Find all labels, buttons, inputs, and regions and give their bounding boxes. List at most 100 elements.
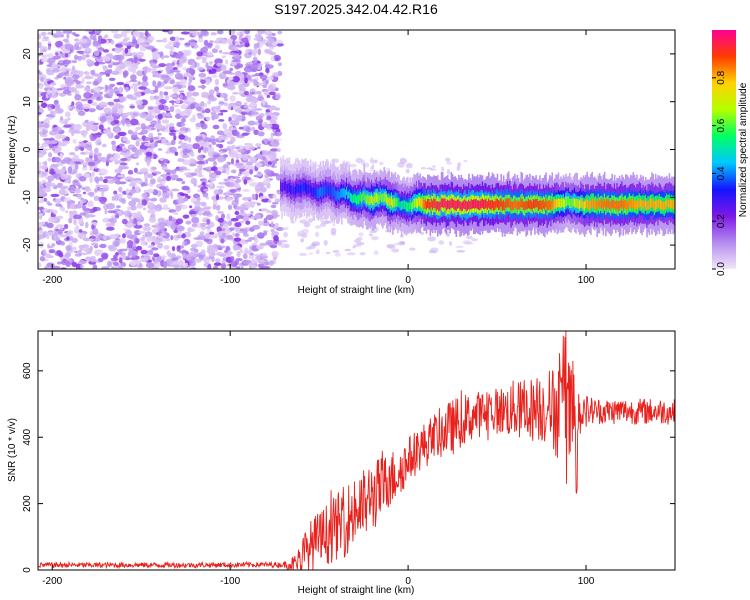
spectrogram-noise-cell: [181, 185, 190, 191]
spectrogram-noise-cell: [38, 112, 42, 115]
spectrogram-noise-cell: [215, 258, 221, 263]
spectrogram-noise-cell: [299, 219, 309, 224]
spectrogram-noise-cell: [219, 109, 228, 113]
spectrogram-noise-cell: [47, 175, 55, 182]
spectrogram-noise-cell: [41, 164, 48, 171]
spectrogram-noise-cell: [260, 208, 268, 212]
spectrogram-ridge-cell: [559, 199, 561, 208]
spectrogram-noise-cell: [74, 163, 79, 170]
spectrogram-noise-cell: [111, 70, 120, 76]
spectrogram-noise-cell: [122, 233, 126, 239]
spectrogram-noise-cell: [254, 184, 263, 192]
spectrogram-noise-cell: [184, 241, 188, 246]
spectrogram-noise-cell: [178, 90, 185, 93]
spectrogram-noise-cell: [142, 75, 148, 82]
spectrogram-noise-cell: [136, 211, 142, 217]
spectrogram-noise-cell: [181, 180, 186, 185]
spectrogram-noise-cell: [234, 71, 242, 77]
spectrogram-noise-cell: [231, 176, 241, 179]
spectrogram-noise-cell: [457, 162, 462, 167]
spectrogram-noise-cell: [105, 85, 113, 90]
spectrogram-ridge-cell: [374, 192, 377, 203]
spectrogram-noise-cell: [69, 186, 76, 192]
spectrogram-noise-cell: [144, 241, 148, 246]
spectrogram-noise-cell: [232, 91, 239, 95]
spectrogram-noise-cell: [262, 98, 266, 106]
spectrogram-noise-cell: [220, 238, 225, 244]
spectrogram-ridge-cell: [328, 186, 331, 196]
spectrogram-noise-cell: [58, 188, 66, 195]
spectrogram-noise-cell: [272, 201, 279, 205]
spectrogram-noise-cell: [119, 181, 127, 185]
spectrogram-noise-cell: [118, 96, 127, 102]
spectrogram-noise-cell: [332, 249, 340, 253]
spectrogram-ridge-cell: [612, 200, 615, 209]
spectrogram-noise-cell: [222, 123, 228, 130]
spectrogram-noise-cell: [149, 248, 154, 256]
spectrogram-noise-cell: [162, 264, 168, 268]
spectrogram-noise-cell: [266, 262, 269, 266]
spectrogram-noise-cell: [199, 231, 205, 236]
spectrogram-noise-cell: [88, 238, 95, 242]
spectrogram-ridge-cell: [412, 201, 414, 210]
spectrogram-noise-cell: [68, 217, 73, 224]
spectrogram-noise-cell: [92, 40, 99, 47]
spectrogram-ridge-cell: [495, 198, 498, 208]
spectrogram-noise-cell: [244, 42, 250, 48]
spectrogram-noise-cell: [77, 219, 84, 225]
spectrogram-noise-cell: [373, 250, 379, 255]
spectrogram-noise-cell: [257, 263, 265, 268]
spectrogram-noise-cell: [228, 151, 236, 158]
spectrogram-noise-cell: [162, 37, 168, 43]
spectrogram-noise-cell: [344, 248, 352, 252]
spectrogram-noise-cell: [78, 55, 82, 62]
spectrogram-ridge-cell: [342, 188, 344, 198]
spectrogram-noise-cell: [241, 154, 249, 161]
snr-y-tick-label: 200: [22, 495, 33, 512]
spectrogram-noise-cell: [201, 56, 208, 60]
spectrogram-ridge-cell: [562, 198, 565, 208]
spectrogram-noise-cell: [244, 176, 252, 181]
spectrogram-noise-cell: [118, 59, 123, 64]
spectrogram-noise-cell: [160, 233, 166, 236]
spectrogram-noise-cell: [104, 208, 108, 215]
spectrogram-ridge-cell: [423, 199, 425, 210]
spectrogram-noise-cell: [232, 53, 240, 59]
spectrogram-noise-cell: [209, 97, 217, 102]
spectrogram-noise-cell: [213, 189, 219, 196]
spectrogram-ridge-cell: [314, 186, 317, 196]
spectrogram-ridge-cell: [306, 184, 308, 195]
spectrogram-ridge-cell: [659, 199, 662, 210]
spectrogram-ridge-cell: [296, 183, 298, 193]
spectrogram-noise-cell: [129, 105, 136, 109]
spectrogram-noise-cell: [215, 193, 220, 201]
snr-x-tick-label: -100: [220, 576, 240, 587]
spectrogram-noise-cell: [169, 129, 177, 133]
spectrogram-noise-cell: [158, 63, 166, 68]
spectrogram-noise-cell: [185, 254, 192, 261]
spectrogram-noise-cell: [201, 91, 209, 98]
spectrogram-ridge-cell: [620, 200, 622, 209]
spectrogram-ridge-cell: [588, 201, 591, 211]
spectrogram-ridge-cell: [359, 192, 362, 202]
spectrogram-noise-cell: [198, 34, 203, 40]
spectrogram-noise-cell: [265, 239, 275, 246]
spectrogram-noise-cell: [190, 243, 198, 249]
snr-x-axis-label: Height of straight line (km): [298, 585, 415, 596]
spectrogram-ridge-cell: [666, 198, 668, 207]
spectrogram-noise-cell: [229, 188, 237, 193]
spectrogram-noise-cell: [47, 157, 52, 162]
spectrogram-noise-cell: [62, 86, 70, 91]
spectrogram-noise-cell: [54, 226, 59, 230]
spectrogram-noise-cell: [201, 59, 207, 64]
spectrogram-ridge-cell: [658, 198, 661, 208]
spectrogram-noise-cell: [64, 53, 69, 58]
spectrogram-ridge-cell: [656, 199, 658, 209]
spectrogram-noise-cell: [118, 65, 125, 70]
spectrogram-noise-cell: [208, 60, 214, 65]
spectrogram-noise-cell: [242, 259, 252, 265]
spectrogram-noise-cell: [164, 94, 170, 101]
spectrogram-ridge-cell: [288, 183, 291, 193]
spectrogram-noise-cell: [58, 169, 66, 173]
spectrogram-ridge-cell: [573, 198, 576, 208]
